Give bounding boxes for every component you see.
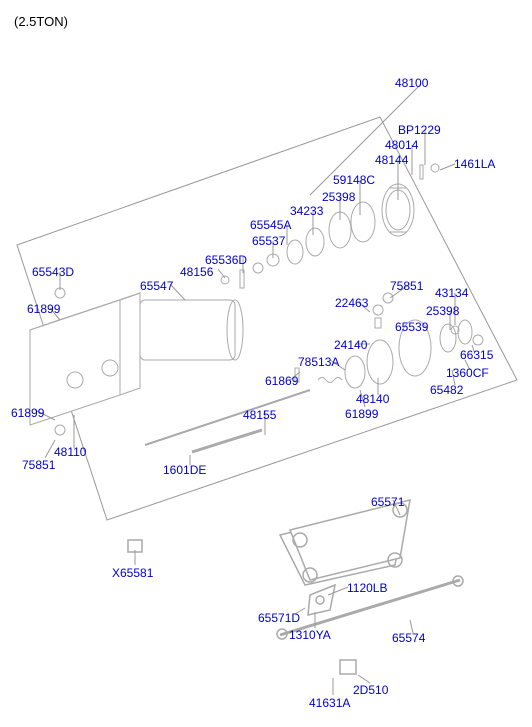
part-label-1360CF[interactable]: 1360CF	[446, 366, 489, 380]
part-label-59148C[interactable]: 59148C	[333, 173, 375, 187]
part-label-65482[interactable]: 65482	[430, 383, 463, 397]
part-label-34233[interactable]: 34233	[290, 204, 323, 218]
part-label-24140[interactable]: 24140	[334, 338, 367, 352]
part-label-25398_2[interactable]: 25398	[426, 304, 459, 318]
part-label-1601DE[interactable]: 1601DE	[163, 463, 206, 477]
part-label-75851_2[interactable]: 75851	[22, 458, 55, 472]
part-label-61869[interactable]: 61869	[265, 374, 298, 388]
part-label-48100[interactable]: 48100	[395, 76, 428, 90]
part-label-61899_3[interactable]: 61899	[11, 406, 44, 420]
diagram-container: { "title": "(2.5TON)", "labels": [ {"id"…	[0, 0, 532, 727]
part-label-48140[interactable]: 48140	[356, 392, 389, 406]
part-label-48014[interactable]: 48014	[385, 138, 418, 152]
part-label-65547[interactable]: 65547	[140, 279, 173, 293]
part-label-75851[interactable]: 75851	[390, 279, 423, 293]
part-label-65571[interactable]: 65571	[371, 495, 404, 509]
part-label-48144[interactable]: 48144	[375, 153, 408, 167]
part-label-61899[interactable]: 61899	[27, 302, 60, 316]
part-label-2D510[interactable]: 2D510	[353, 683, 388, 697]
part-label-41631A[interactable]: 41631A	[309, 696, 350, 710]
part-label-43134[interactable]: 43134	[435, 286, 468, 300]
part-label-48156[interactable]: 48156	[180, 265, 213, 279]
part-label-66315[interactable]: 66315	[460, 348, 493, 362]
part-label-65537[interactable]: 65537	[252, 234, 285, 248]
part-label-1461LA[interactable]: 1461LA	[454, 157, 495, 171]
part-label-1310YA[interactable]: 1310YA	[289, 628, 331, 642]
part-label-25398[interactable]: 25398	[322, 190, 355, 204]
part-label-22463[interactable]: 22463	[335, 296, 368, 310]
part-label-65545A[interactable]: 65545A	[250, 218, 291, 232]
part-label-65574[interactable]: 65574	[392, 631, 425, 645]
part-label-78513A[interactable]: 78513A	[298, 355, 339, 369]
part-label-48155[interactable]: 48155	[243, 408, 276, 422]
part-label-61899_2[interactable]: 61899	[345, 407, 378, 421]
part-label-1120LB[interactable]: 1120LB	[347, 581, 387, 595]
part-label-65571D[interactable]: 65571D	[258, 611, 300, 625]
part-label-65543D[interactable]: 65543D	[32, 265, 74, 279]
part-label-X65581[interactable]: X65581	[112, 566, 153, 580]
part-label-65539[interactable]: 65539	[395, 320, 428, 334]
part-label-BP1229[interactable]: BP1229	[398, 123, 441, 137]
part-label-48110[interactable]: 48110	[54, 445, 86, 459]
